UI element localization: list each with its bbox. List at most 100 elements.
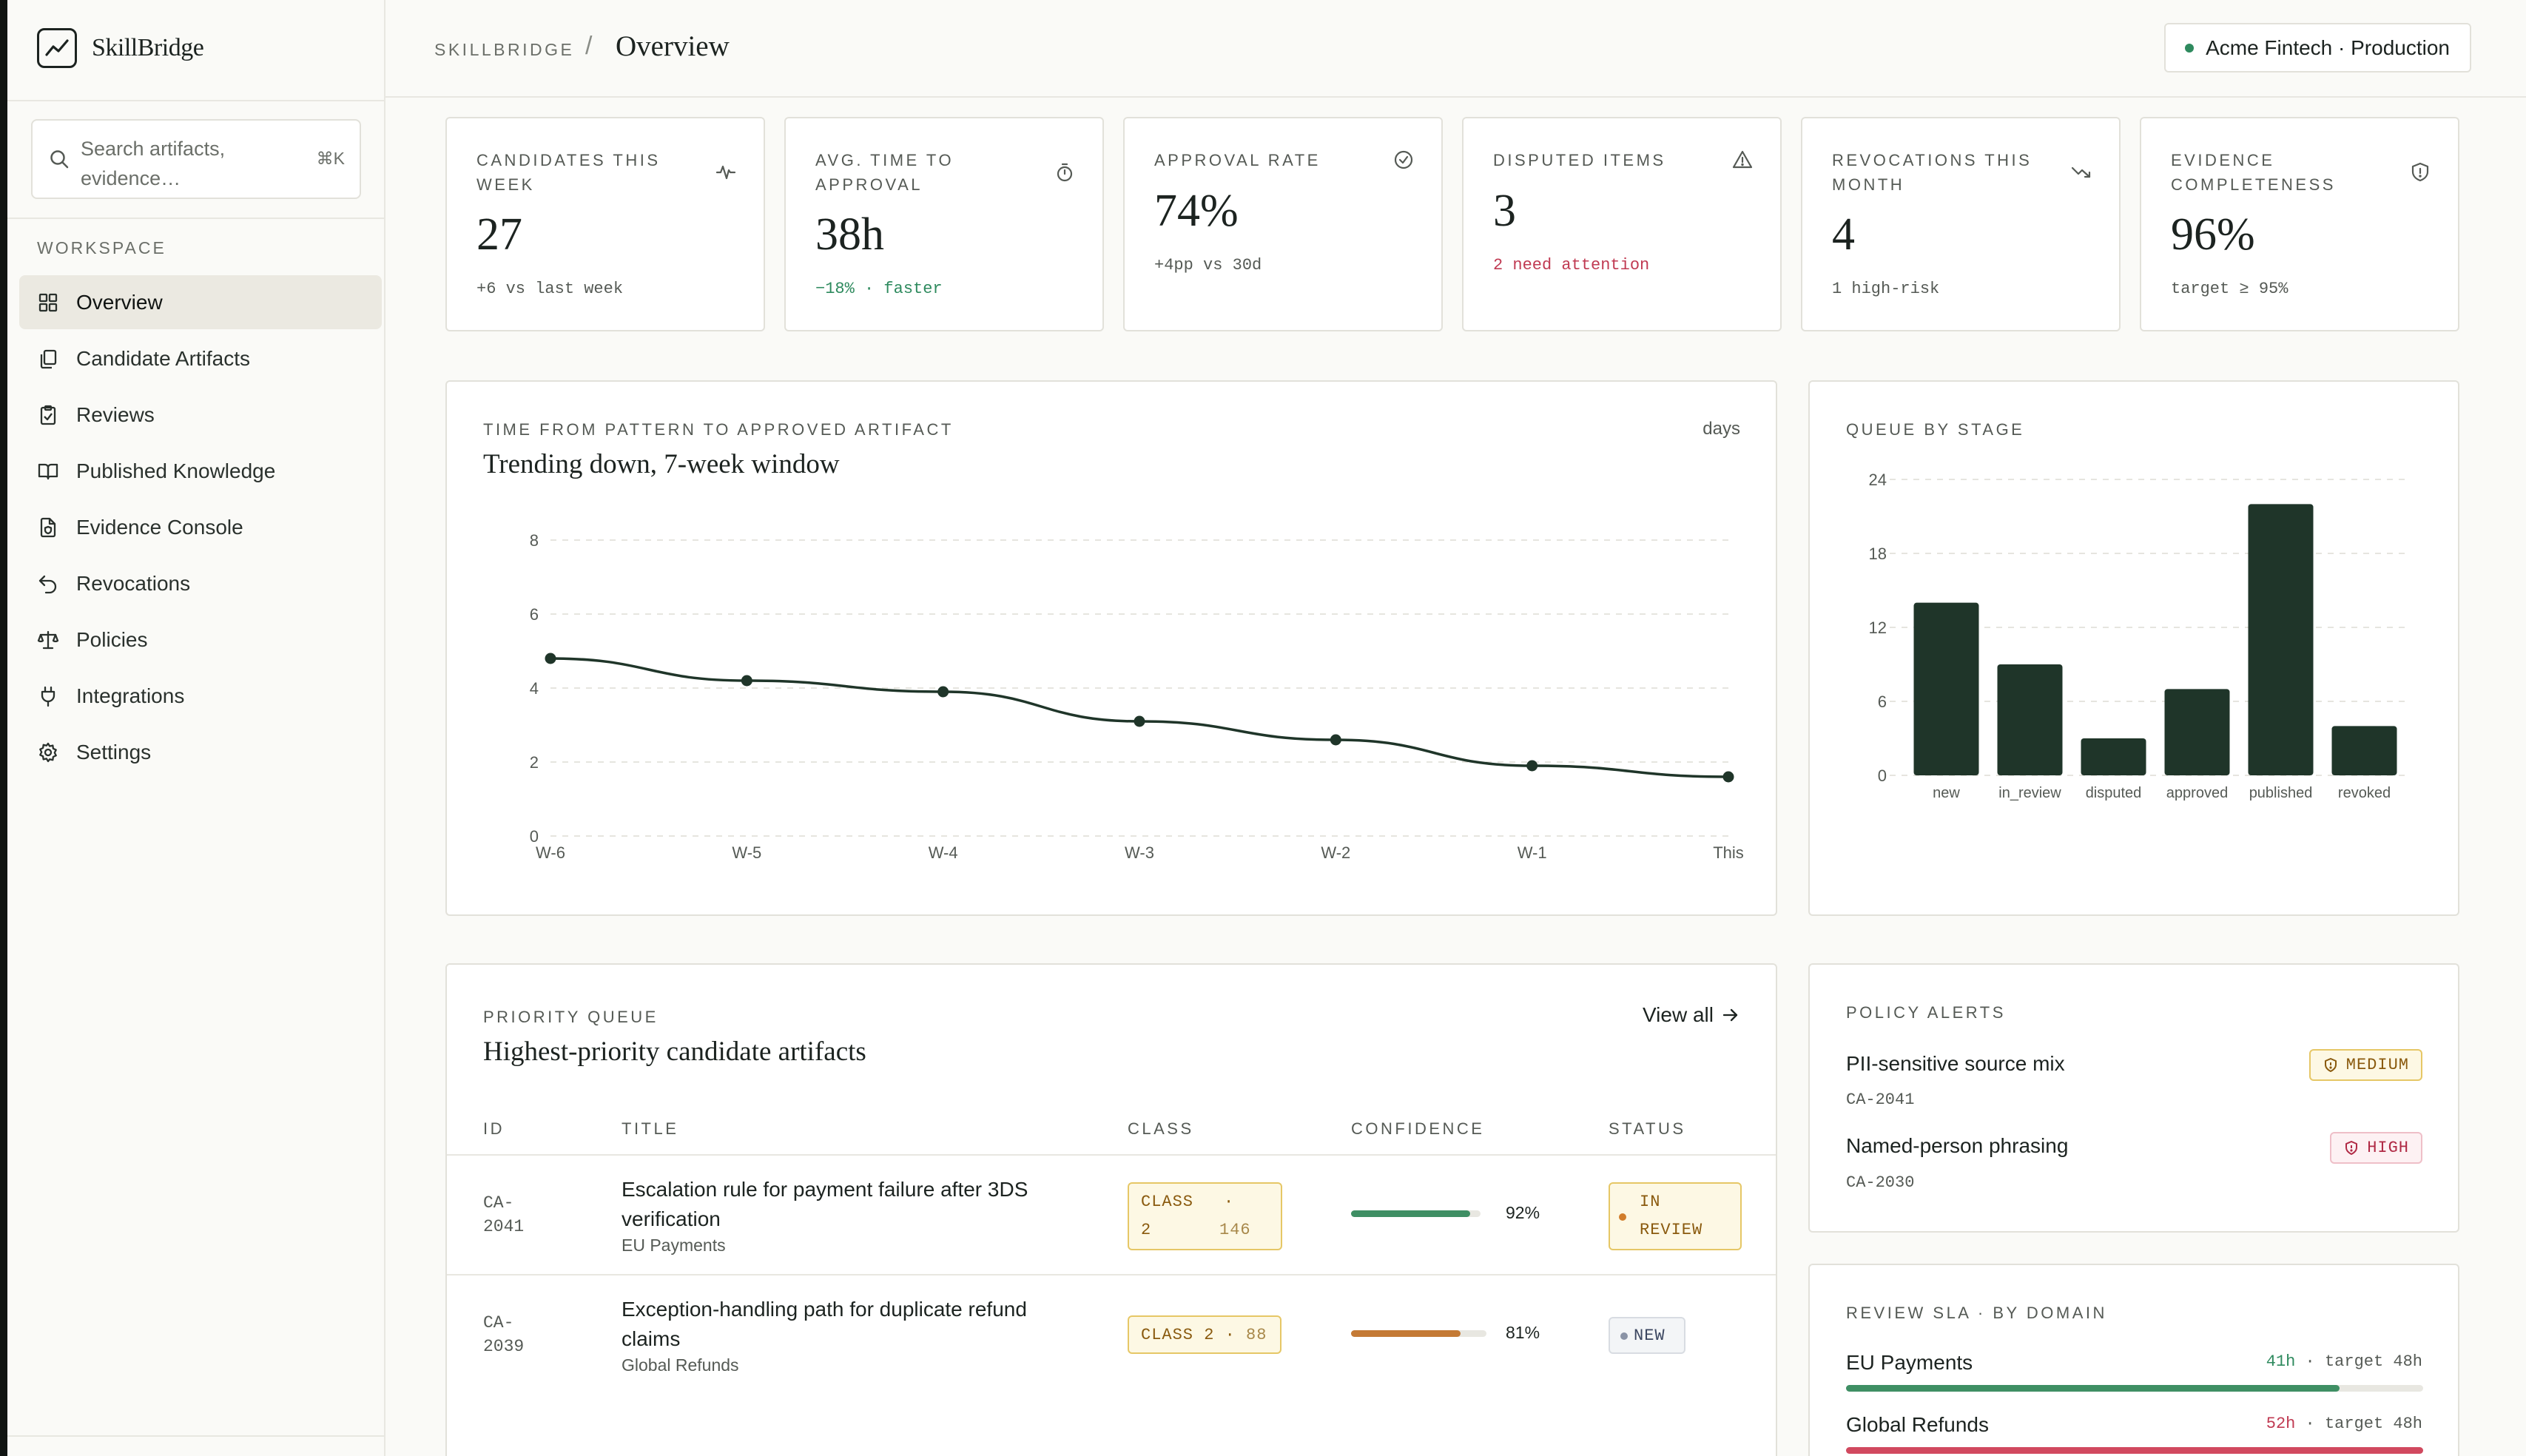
divider xyxy=(7,218,384,219)
y-tick-label: 12 xyxy=(1869,619,1887,637)
sidebar-item-settings[interactable]: Settings xyxy=(19,725,382,779)
view-all-link[interactable]: View all xyxy=(1643,1003,1740,1027)
card-eyebrow: POLICY ALERTS xyxy=(1846,1003,2006,1022)
arrow-right-icon xyxy=(1722,1008,1738,1022)
grid-icon xyxy=(38,293,58,311)
column-header-title[interactable]: TITLE xyxy=(622,1119,679,1138)
gear-icon xyxy=(39,742,57,762)
kpi-label: REVOCATIONS THIS MONTH xyxy=(1832,151,2032,194)
search-input[interactable]: Search artifacts, evidence… ⌘K xyxy=(31,119,361,199)
stopwatch-icon xyxy=(1057,163,1073,182)
plug-icon xyxy=(41,686,55,707)
environment-switcher[interactable]: Acme Fintech · Production xyxy=(2164,23,2471,73)
column-header-class[interactable]: CLASS xyxy=(1128,1119,1194,1138)
app-name: SkillBridge xyxy=(92,34,204,61)
kpi-card-disputed[interactable]: DISPUTED ITEMS 3 2 need attention xyxy=(1462,117,1782,331)
x-tick-label: W-4 xyxy=(929,843,958,862)
queue-by-stage-card: QUEUE BY STAGE 0 6 12 18 24 new in_review dispu… xyxy=(1808,380,2459,916)
sla-domain: Global Refunds xyxy=(1846,1413,1990,1436)
confidence-value: 81% xyxy=(1506,1323,1540,1342)
x-tick-label: This xyxy=(1713,843,1744,862)
window-frame xyxy=(0,0,7,1456)
kpi-card-time-to-approval[interactable]: AVG. TIME TO APPROVAL 38h −18% · faster xyxy=(784,117,1104,331)
status-badge: NEW xyxy=(1609,1317,1685,1354)
card-title: Highest-priority candidate artifacts xyxy=(483,1037,866,1067)
book-icon xyxy=(38,463,58,479)
card-title: Trending down, 7-week window xyxy=(483,449,840,479)
sla-bar xyxy=(1846,1447,2423,1454)
sla-values: 41h · target 48h xyxy=(2266,1352,2422,1371)
artifact-title: Exception-handling path for duplicate re… xyxy=(622,1298,1027,1350)
review-sla-card: REVIEW SLA · BY DOMAIN EU Payments 41h ·… xyxy=(1808,1264,2459,1456)
divider xyxy=(447,1154,1776,1156)
file-shield-icon xyxy=(40,517,56,537)
artifact-domain: EU Payments xyxy=(622,1236,726,1255)
confidence-fill xyxy=(1351,1330,1461,1337)
bar xyxy=(2248,504,2314,775)
undo-icon xyxy=(38,575,57,593)
column-header-id[interactable]: ID xyxy=(483,1119,505,1138)
x-tick-label: new xyxy=(1933,785,1960,801)
severity-badge: HIGH xyxy=(2330,1132,2422,1164)
sidebar: SkillBridge Search artifacts, evidence… … xyxy=(7,0,385,1456)
kpi-sub: 1 high-risk xyxy=(1832,280,1940,298)
app-logo[interactable]: SkillBridge xyxy=(37,28,204,68)
kpi-card-approval-rate[interactable]: APPROVAL RATE 74% +4pp vs 30d xyxy=(1123,117,1443,331)
x-tick-label: disputed xyxy=(2086,785,2142,801)
card-eyebrow: PRIORITY QUEUE xyxy=(483,1008,659,1026)
card-eyebrow: TIME FROM PATTERN TO APPROVED ARTIFACT xyxy=(483,420,954,439)
artifact-title: Escalation rule for payment failure afte… xyxy=(622,1178,1028,1230)
column-header-status[interactable]: STATUS xyxy=(1609,1119,1686,1138)
alert-id: CA-2041 xyxy=(1846,1091,1915,1109)
artifact-domain: Global Refunds xyxy=(622,1355,739,1375)
sidebar-item-reviews[interactable]: Reviews xyxy=(19,388,382,442)
activity-icon xyxy=(715,165,736,180)
card-eyebrow: REVIEW SLA · BY DOMAIN xyxy=(1846,1304,2107,1322)
y-tick-label: 18 xyxy=(1869,545,1887,563)
x-tick-label: W-5 xyxy=(732,843,761,862)
sidebar-item-candidate-artifacts[interactable]: Candidate Artifacts xyxy=(19,331,382,385)
kpi-card-revocations[interactable]: REVOCATIONS THIS MONTH 4 1 high-risk xyxy=(1801,117,2121,331)
kpi-card-candidates[interactable]: CANDIDATES THIS WEEK 27 +6 vs last week xyxy=(445,117,765,331)
sidebar-item-integrations[interactable]: Integrations xyxy=(19,669,382,723)
kpi-value: 4 xyxy=(1832,209,1855,260)
sidebar-item-label: Revocations xyxy=(76,571,191,595)
sidebar-item-published-knowledge[interactable]: Published Knowledge xyxy=(19,444,382,498)
trending-down-icon xyxy=(2071,166,2091,178)
sla-fill xyxy=(1846,1385,2340,1392)
bar xyxy=(2331,726,2397,775)
kpi-label: DISPUTED ITEMS xyxy=(1493,151,1666,169)
chart-unit: days xyxy=(1702,419,1740,439)
kpi-value: 27 xyxy=(476,209,522,260)
sidebar-nav: Overview Candidate Artifacts Reviews Pub… xyxy=(19,275,382,781)
status-badge: IN REVIEW xyxy=(1609,1182,1742,1250)
kpi-card-evidence-completeness[interactable]: EVIDENCE COMPLETENESS 96% target ≥ 95% xyxy=(2140,117,2459,331)
data-point xyxy=(1526,760,1538,772)
status-dot xyxy=(1620,1332,1628,1340)
divider xyxy=(7,1435,384,1437)
top-bar: SKILLBRIDGE / Overview Acme Fintech · Pr… xyxy=(385,0,2526,98)
data-point xyxy=(937,686,949,698)
data-point xyxy=(1722,771,1734,783)
class-pill: CLASS · 2 146 xyxy=(1128,1182,1282,1250)
sidebar-item-policies[interactable]: Policies xyxy=(19,613,382,667)
sidebar-item-evidence-console[interactable]: Evidence Console xyxy=(19,500,382,554)
column-header-confidence[interactable]: CONFIDENCE xyxy=(1351,1119,1485,1138)
x-tick-label: in_review xyxy=(1998,785,2061,801)
x-tick-label: W-2 xyxy=(1321,843,1350,862)
y-tick-label: 2 xyxy=(530,753,539,772)
sidebar-item-overview[interactable]: Overview xyxy=(19,275,382,329)
status-dot xyxy=(1619,1213,1626,1221)
kpi-sub: target ≥ 95% xyxy=(2171,280,2288,298)
confidence-value: 92% xyxy=(1506,1203,1540,1222)
data-point xyxy=(741,675,752,687)
confidence-bar xyxy=(1351,1330,1486,1337)
kpi-sub: 2 need attention xyxy=(1493,256,1650,274)
search-icon xyxy=(50,150,69,169)
breadcrumb-root[interactable]: SKILLBRIDGE xyxy=(434,40,575,59)
x-tick-label: W-3 xyxy=(1125,843,1154,862)
alert-title: Named-person phrasing xyxy=(1846,1134,2069,1157)
sidebar-item-revocations[interactable]: Revocations xyxy=(19,556,382,610)
kpi-sub: −18% · faster xyxy=(815,280,943,298)
priority-queue-card: PRIORITY QUEUE Highest-priority candidat… xyxy=(445,963,1777,1456)
